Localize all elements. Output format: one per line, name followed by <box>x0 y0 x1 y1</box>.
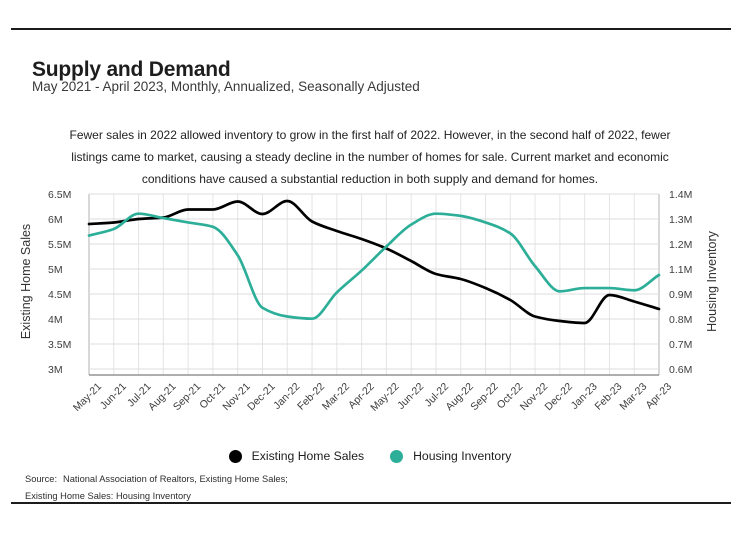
x-axis-tick-label: Mar-22 <box>320 381 352 413</box>
legend-item-housing-inventory: Housing Inventory <box>390 449 511 463</box>
right-axis-tick-label: 1.1M <box>669 264 692 276</box>
legend-item-existing-home-sales: Existing Home Sales <box>228 449 365 463</box>
black-dot-icon <box>228 449 242 463</box>
left-axis-title: Existing Home Sales <box>19 224 33 339</box>
right-axis-tick-label: 0.8M <box>669 314 692 326</box>
source-line-2: Existing Home Sales: Housing Inventory <box>25 490 191 501</box>
source-label: Source: <box>25 474 58 484</box>
x-axis-tick-label: May-22 <box>368 381 401 414</box>
teal-dot-icon <box>390 449 404 463</box>
right-axis-tick-label: 1.2M <box>669 239 692 251</box>
x-axis-tick-label: Dec-21 <box>245 381 278 414</box>
description-line: listings came to market, causing a stead… <box>71 150 669 164</box>
existing-home-sales-line <box>87 199 661 325</box>
right-axis-tick-label: 0.6M <box>669 364 692 376</box>
source-line-1: Source: National Association of Realtors,… <box>25 471 288 488</box>
legend: Existing Home Sales Housing Inventory <box>0 449 740 463</box>
legend-label: Housing Inventory <box>413 449 512 463</box>
x-axis-tick-label: Sep-22 <box>468 381 501 414</box>
left-axis-tick-label: 6.5M <box>48 189 71 201</box>
source-note: Source: National Association of Realtors,… <box>25 471 288 504</box>
left-axis-tick-label: 3.5M <box>48 339 71 351</box>
x-axis-tick-label: Mar-23 <box>617 381 649 413</box>
left-axis-tick-label: 5M <box>48 264 63 276</box>
left-axis-tick-label: 5.5M <box>48 239 71 251</box>
legend-label: Existing Home Sales <box>251 449 365 463</box>
right-axis-title: Housing Inventory <box>705 230 719 332</box>
source-text: National Association of Realtors, Existi… <box>63 474 288 484</box>
x-axis-tick-label: May-21 <box>71 381 104 414</box>
right-axis-tick-label: 1.3M <box>669 214 692 226</box>
left-axis-tick-label: 6M <box>48 214 63 226</box>
chart-description: Fewer sales in 2022 allowed inventory to… <box>10 124 730 190</box>
right-axis-tick-label: 1.4M <box>669 189 692 201</box>
description-line: Fewer sales in 2022 allowed inventory to… <box>69 128 671 142</box>
page-title: Supply and Demand <box>32 58 231 82</box>
top-divider <box>11 28 731 30</box>
bottom-divider <box>11 502 731 504</box>
left-axis-tick-label: 4M <box>48 314 63 326</box>
x-axis-tick-label: Jun-21 <box>98 381 129 412</box>
left-axis-tick-label: 3M <box>48 364 63 376</box>
housing-inventory-line <box>87 212 661 321</box>
right-axis-tick-label: 0.9M <box>669 289 692 301</box>
x-axis-tick-label: Sep-21 <box>171 381 204 414</box>
right-axis-tick-label: 0.7M <box>669 339 692 351</box>
x-axis-tick-label: Apr-23 <box>643 381 674 412</box>
description-line: conditions have caused a substantial red… <box>141 172 599 186</box>
x-axis-tick-label: Jun-22 <box>395 381 426 412</box>
chart-subtitle: May 2021 - April 2023, Monthly, Annualiz… <box>32 79 420 94</box>
x-axis-tick-label: Dec-22 <box>543 381 576 414</box>
left-axis-tick-label: 4.5M <box>48 289 71 301</box>
